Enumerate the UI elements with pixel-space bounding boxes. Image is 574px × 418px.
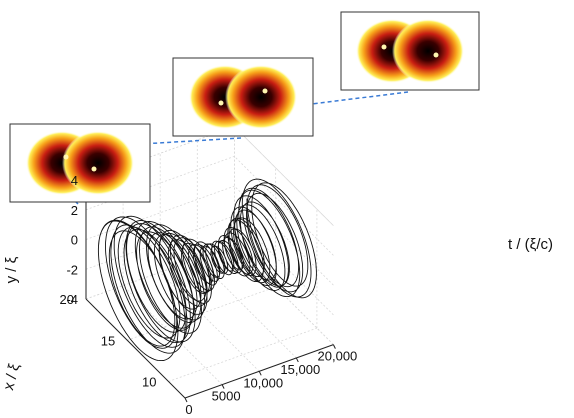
trajectory-line [97, 178, 317, 362]
density-inset [172, 57, 314, 137]
t-tick-label: 0 [185, 402, 192, 417]
vortex-core [433, 52, 439, 58]
x-axis-label: x / ξ [0, 362, 23, 392]
vortex-density [225, 65, 297, 129]
side-gridline [234, 156, 334, 256]
x-tick-label: 10 [142, 375, 156, 390]
side-gridline [234, 126, 334, 226]
y-axis-label: y / ξ [3, 256, 20, 283]
vortex-core [91, 166, 97, 172]
y-tick-label: 0 [71, 233, 78, 248]
t-tick-label: 15,000 [280, 362, 320, 377]
t-tick-mark [184, 397, 188, 403]
box-edge [234, 126, 334, 226]
vortex-density [392, 19, 464, 83]
trajectory-series [97, 178, 317, 362]
t-tick-mark [221, 384, 225, 389]
x-tick-label: 15 [101, 333, 115, 348]
t-tick-label: 20,000 [318, 349, 358, 364]
vortex-core [218, 100, 224, 106]
t-tick-mark [332, 344, 336, 349]
y-tick-label: 2 [71, 203, 78, 218]
t-tick-mark [258, 371, 262, 376]
vortex-core [381, 44, 387, 50]
t-tick-mark [295, 357, 299, 363]
side-gridline [234, 215, 334, 316]
t-tick-label: 10,000 [243, 375, 283, 390]
vortex-density [62, 131, 134, 195]
side-gridline [234, 245, 334, 345]
floor-gridline [122, 285, 223, 385]
t-axis-label: t / (ξ/c) [508, 236, 553, 253]
side-gridline [234, 185, 334, 286]
x-axis-line [85, 298, 186, 399]
x-tick-label: 20 [60, 292, 74, 307]
density-inset [9, 123, 151, 203]
y-tick-label: 4 [71, 173, 78, 188]
t-tick-label: 5000 [212, 389, 241, 404]
y-tick-label: -2 [66, 262, 78, 277]
vortex-core [262, 88, 268, 94]
y-tick-label: -4 [66, 292, 78, 307]
density-inset [340, 11, 480, 91]
insets [9, 11, 480, 203]
vortex-core [63, 154, 69, 160]
floor-gridline [159, 272, 260, 372]
